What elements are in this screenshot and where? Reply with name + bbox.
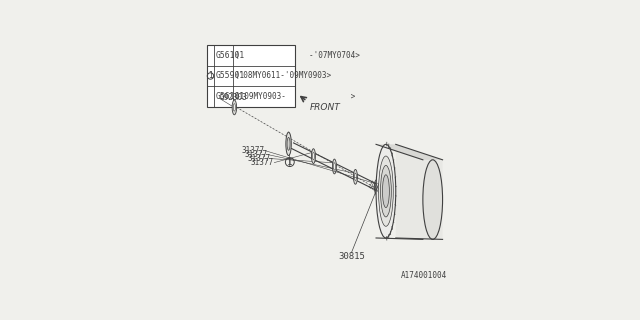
Ellipse shape xyxy=(312,152,314,160)
Text: 31377: 31377 xyxy=(248,154,271,163)
Ellipse shape xyxy=(374,180,378,195)
Text: ('09MY0903-              >: ('09MY0903- > xyxy=(235,92,355,101)
Text: 31377: 31377 xyxy=(242,146,265,155)
Ellipse shape xyxy=(378,156,394,226)
Bar xyxy=(207,44,296,108)
Text: FRONT: FRONT xyxy=(310,103,340,112)
Text: 1: 1 xyxy=(287,157,292,167)
Text: G56101: G56101 xyxy=(216,51,245,60)
Text: G56101: G56101 xyxy=(216,92,245,101)
Polygon shape xyxy=(376,144,443,160)
Text: A174001004: A174001004 xyxy=(401,271,447,280)
Ellipse shape xyxy=(233,104,236,111)
Text: 1: 1 xyxy=(208,71,213,80)
Ellipse shape xyxy=(333,163,335,170)
Ellipse shape xyxy=(353,170,357,184)
Text: ('08MY0611-'09MY0903>: ('08MY0611-'09MY0903> xyxy=(235,71,332,80)
Ellipse shape xyxy=(383,175,389,208)
Text: G55901: G55901 xyxy=(216,71,245,80)
Ellipse shape xyxy=(355,173,356,180)
Polygon shape xyxy=(396,144,443,239)
Text: (               -'07MY0704>: ( -'07MY0704> xyxy=(235,51,360,60)
Ellipse shape xyxy=(332,159,337,174)
Ellipse shape xyxy=(376,183,378,191)
Ellipse shape xyxy=(286,132,291,156)
Ellipse shape xyxy=(381,165,391,217)
Ellipse shape xyxy=(423,160,443,239)
Text: 31377: 31377 xyxy=(251,158,274,167)
Ellipse shape xyxy=(312,149,316,164)
Ellipse shape xyxy=(287,137,290,150)
Ellipse shape xyxy=(232,100,237,115)
Text: 30815: 30815 xyxy=(338,252,365,261)
Text: G92303: G92303 xyxy=(220,93,248,102)
Ellipse shape xyxy=(376,144,396,238)
Text: 31377: 31377 xyxy=(244,150,268,159)
